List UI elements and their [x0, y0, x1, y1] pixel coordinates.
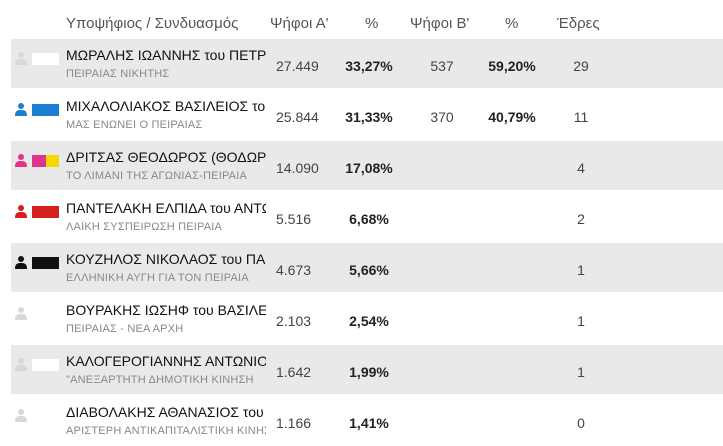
candidate-name: ΚΑΛΟΓΕΡΟΓΙΑΝΝΗΣ ΑΝΤΩΝΙΟΣ [66, 353, 266, 369]
votes-a: 5.516 [276, 211, 312, 227]
seats: 1 [577, 364, 585, 380]
person-icon [15, 256, 27, 269]
candidate-name: ΔΡΙΤΣΑΣ ΘΕΟΔΩΡΟΣ (ΘΟΔΩΡΗΣ) [66, 149, 266, 165]
person-icon [15, 52, 27, 65]
party-color-swatch [32, 206, 59, 218]
table-row[interactable]: ΔΡΙΤΣΑΣ ΘΕΟΔΩΡΟΣ (ΘΟΔΩΡΗΣ) ΤΟ ΛΙΜΑΝΙ ΤΗΣ … [0, 140, 723, 191]
votes-b: 370 [430, 109, 454, 125]
party-color-swatch [32, 359, 59, 371]
header-pct-a: % [365, 15, 379, 32]
votes-a: 2.103 [276, 313, 312, 329]
votes-a: 1.166 [276, 415, 312, 431]
table-row[interactable]: ΜΩΡΑΛΗΣ ΙΩΑΝΝΗΣ του ΠΕΤΡΟΥ ΠΕΙΡΑΙΑΣ ΝΙΚΗΤ… [0, 38, 723, 89]
pct-a: 31,33% [345, 109, 393, 125]
pct-a: 1,99% [349, 364, 389, 380]
table-row[interactable]: ΒΟΥΡΑΚΗΣ ΙΩΣΗΦ του ΒΑΣΙΛΕΙΟΥ ΠΕΙΡΑΙΑΣ - Ν… [0, 293, 723, 344]
table-row[interactable]: ΠΑΝΤΕΛΑΚΗ ΕΛΠΙΔΑ του ΑΝΤΩΝΙΟΥ ΛΑΪΚΗ ΣΥΣΠΕ… [0, 191, 723, 242]
votes-a: 1.642 [276, 364, 312, 380]
candidate-name: ΚΟΥΖΗΛΟΣ ΝΙΚΟΛΑΟΣ του ΠΑΝΑΓΙΩΤΗ [66, 251, 266, 267]
candidate-name: ΜΙΧΑΛΟΛΙΑΚΟΣ ΒΑΣΙΛΕΙΟΣ του [66, 98, 266, 114]
header-votes-a: Ψήφοι Α' [270, 15, 329, 32]
results-table: ΜΩΡΑΛΗΣ ΙΩΑΝΝΗΣ του ΠΕΤΡΟΥ ΠΕΙΡΑΙΑΣ ΝΙΚΗΤ… [0, 38, 723, 446]
votes-a: 25.844 [276, 109, 319, 125]
pct-a: 2,54% [349, 313, 389, 329]
party-name: ΠΕΙΡΑΙΑΣ ΝΙΚΗΤΗΣ [66, 68, 170, 80]
seats: 4 [577, 160, 585, 176]
party-name: ΠΕΙΡΑΙΑΣ - ΝΕΑ ΑΡΧΗ [66, 323, 184, 335]
person-icon [15, 358, 27, 371]
row-background [11, 141, 723, 190]
pct-a: 6,68% [349, 211, 389, 227]
person-icon [15, 154, 27, 167]
party-color-swatch [32, 155, 59, 167]
votes-a: 4.673 [276, 262, 312, 278]
candidate-name: ΒΟΥΡΑΚΗΣ ΙΩΣΗΦ του ΒΑΣΙΛΕΙΟΥ [66, 302, 266, 318]
table-row[interactable]: ΚΟΥΖΗΛΟΣ ΝΙΚΟΛΑΟΣ του ΠΑΝΑΓΙΩΤΗ ΕΛΛΗΝΙΚΗ … [0, 242, 723, 293]
row-background [11, 243, 723, 292]
person-icon [15, 307, 27, 320]
person-icon [15, 409, 27, 422]
row-background [11, 39, 723, 88]
header-candidate: Υποψήφιος / Συνδυασμός [66, 15, 239, 32]
seats: 1 [577, 313, 585, 329]
seats: 29 [573, 58, 589, 74]
seats: 11 [573, 109, 589, 125]
header-pct-b: % [505, 15, 519, 32]
party-name: ΤΟ ΛΙΜΑΝΙ ΤΗΣ ΑΓΩΝΙΑΣ-ΠΕΙΡΑΙΑ [66, 170, 248, 182]
votes-b: 537 [430, 58, 454, 74]
party-name: "ΑΝΕΞΑΡΤΗΤΗ ΔΗΜΟΤΙΚΗ ΚΙΝΗΣΗ [66, 374, 254, 386]
party-name: ΜΑΣ ΕΝΩΝΕΙ Ο ΠΕΙΡΑΙΑΣ [66, 119, 203, 131]
candidate-name: ΜΩΡΑΛΗΣ ΙΩΑΝΝΗΣ του ΠΕΤΡΟΥ [66, 47, 266, 63]
table-row[interactable]: ΜΙΧΑΛΟΛΙΑΚΟΣ ΒΑΣΙΛΕΙΟΣ του ΜΑΣ ΕΝΩΝΕΙ Ο Π… [0, 89, 723, 140]
votes-a: 14.090 [276, 160, 319, 176]
party-color-swatch [32, 410, 59, 422]
party-color-swatch [32, 53, 59, 65]
pct-a: 33,27% [345, 58, 393, 74]
candidate-name: ΔΙΑΒΟΛΑΚΗΣ ΑΘΑΝΑΣΙΟΣ του [66, 404, 264, 420]
header-seats: Έδρες [557, 15, 600, 32]
party-name: ΛΑΪΚΗ ΣΥΣΠΕΙΡΩΣΗ ΠΕΙΡΑΙΑ [66, 221, 223, 233]
person-icon [15, 205, 27, 218]
table-row[interactable]: ΔΙΑΒΟΛΑΚΗΣ ΑΘΑΝΑΣΙΟΣ του ΑΡΙΣΤΕΡΗ ΑΝΤΙΚΑΠ… [0, 395, 723, 446]
header-votes-b: Ψήφοι Β' [410, 15, 470, 32]
party-name: ΑΡΙΣΤΕΡΗ ΑΝΤΙΚΑΠΙΤΑΛΙΣΤΙΚΗ ΚΙΝΗΣΗ [66, 425, 266, 437]
pct-b: 59,20% [488, 58, 536, 74]
pct-a: 5,66% [349, 262, 389, 278]
pct-a: 17,08% [345, 160, 393, 176]
person-icon [15, 103, 27, 116]
party-color-swatch [32, 308, 59, 320]
party-color-swatch [32, 257, 59, 269]
row-background [11, 345, 723, 394]
table-header: Υποψήφιος / Συνδυασμός Ψήφοι Α' % Ψήφοι … [0, 0, 723, 38]
votes-a: 27.449 [276, 58, 319, 74]
seats: 0 [577, 415, 585, 431]
candidate-name: ΠΑΝΤΕΛΑΚΗ ΕΛΠΙΔΑ του ΑΝΤΩΝΙΟΥ [66, 200, 266, 216]
party-name: ΕΛΛΗΝΙΚΗ ΑΥΓΗ ΓΙΑ ΤΟΝ ΠΕΙΡΑΙΑ [66, 272, 249, 284]
table-row[interactable]: ΚΑΛΟΓΕΡΟΓΙΑΝΝΗΣ ΑΝΤΩΝΙΟΣ "ΑΝΕΞΑΡΤΗΤΗ ΔΗΜΟ… [0, 344, 723, 395]
seats: 1 [577, 262, 585, 278]
pct-b: 40,79% [488, 109, 536, 125]
seats: 2 [577, 211, 585, 227]
party-color-swatch [32, 104, 59, 116]
pct-a: 1,41% [349, 415, 389, 431]
